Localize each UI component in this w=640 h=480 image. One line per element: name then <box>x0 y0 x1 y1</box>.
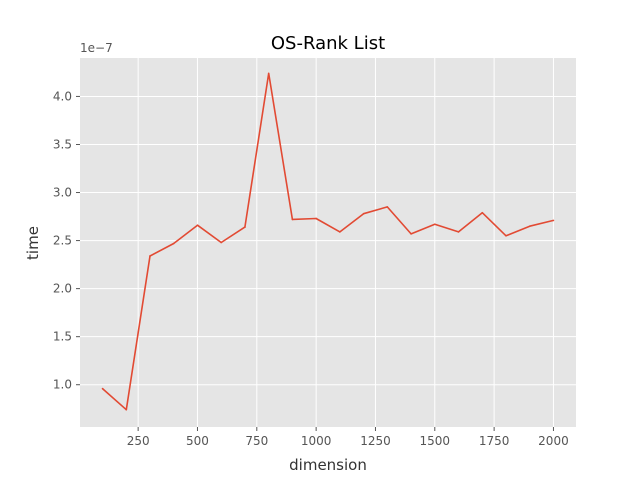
data-point <box>433 223 436 226</box>
data-point <box>410 233 412 235</box>
series-layer <box>101 72 555 411</box>
y-tick-label: 2.0 <box>53 282 72 296</box>
y-axis-label: time <box>24 226 42 260</box>
data-point <box>291 218 294 221</box>
data-point <box>315 217 317 220</box>
x-axis-label: dimension <box>289 456 367 474</box>
y-axis-ticks: 1.0 1.5 2.0 2.5 3.0 3.5 4.0 <box>53 89 80 392</box>
x-tick-label: 1250 <box>360 434 391 448</box>
x-tick-label: 750 <box>245 434 268 448</box>
x-tick-label: 2000 <box>538 434 569 448</box>
y-offset-label: 1e−7 <box>80 41 113 55</box>
data-point <box>528 225 531 227</box>
data-point <box>125 408 128 411</box>
data-point <box>196 224 199 227</box>
data-point <box>362 212 365 215</box>
data-point <box>101 387 104 390</box>
data-point <box>244 226 246 228</box>
chart-title: OS-Rank List <box>271 33 385 54</box>
y-tick-label: 3.5 <box>53 137 72 151</box>
data-point <box>505 234 507 237</box>
y-tick-label: 1.0 <box>53 378 72 392</box>
data-point <box>267 72 270 75</box>
x-tick-label: 250 <box>127 434 150 448</box>
data-point <box>552 219 555 222</box>
x-axis-ticks: 250 500 750 1000 1250 1500 1750 2000 <box>127 427 569 448</box>
data-point <box>220 241 223 244</box>
data-point <box>481 211 484 214</box>
y-tick-label: 1.5 <box>53 330 72 344</box>
data-point <box>457 231 460 233</box>
x-tick-label: 500 <box>186 434 209 448</box>
series-line <box>101 72 554 411</box>
x-tick-label: 1500 <box>420 434 451 448</box>
data-point <box>149 255 151 257</box>
data-point <box>172 242 175 245</box>
x-tick-label: 1750 <box>479 434 510 448</box>
y-tick-label: 3.0 <box>53 186 72 200</box>
grid-lines <box>80 58 576 427</box>
y-tick-label: 4.0 <box>53 89 72 103</box>
data-point <box>339 231 341 233</box>
plot-area <box>80 58 576 427</box>
x-tick-label: 1000 <box>301 434 332 448</box>
data-point <box>386 206 389 208</box>
y-tick-label: 2.5 <box>53 234 72 248</box>
